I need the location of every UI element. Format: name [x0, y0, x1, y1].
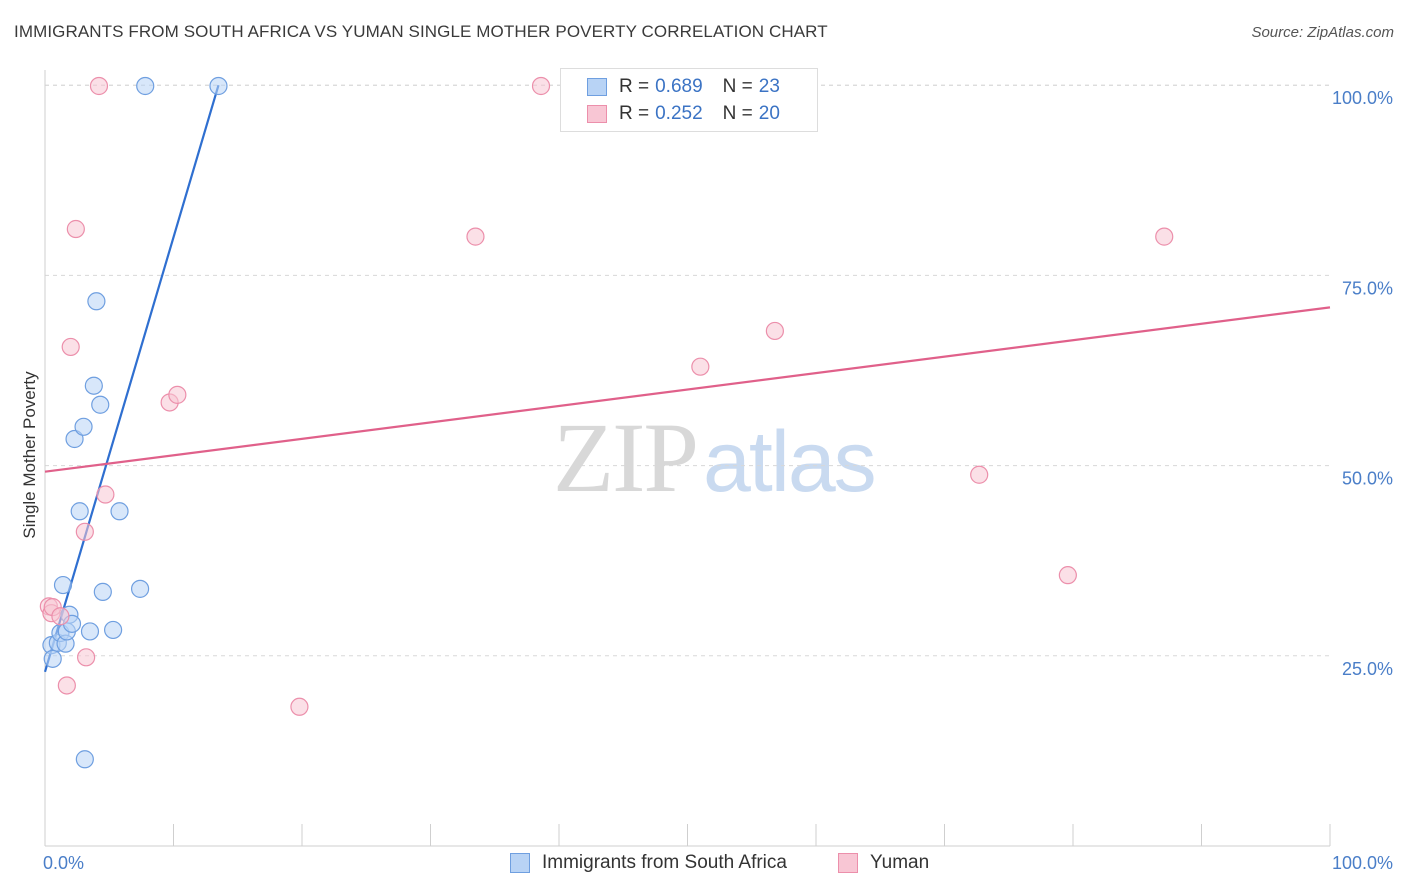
data-point-yuman [61, 337, 80, 357]
legend-r-label: R = [619, 103, 650, 124]
data-point-south-africa [136, 76, 155, 96]
legend-row-south-africa: R = 0.689 N = 23 [587, 75, 780, 99]
legend-n-label: N = [722, 103, 753, 124]
data-point-yuman [77, 648, 96, 667]
data-point-yuman [765, 321, 784, 341]
data-point-south-africa [43, 649, 62, 668]
data-point-south-africa [65, 429, 84, 449]
trend-line-yuman [44, 306, 1331, 473]
y-axis-label: Single Mother Poverty [20, 371, 39, 539]
data-point-yuman [75, 522, 94, 541]
legend-label: Yuman [870, 852, 930, 873]
legend-swatch-pink [587, 105, 607, 123]
y-tick-label: 25.0% [1342, 659, 1393, 679]
grid-layer [45, 84, 1330, 657]
x-tick-label: 0.0% [43, 853, 84, 873]
legend-n-value: 20 [758, 103, 780, 124]
data-point-south-africa [209, 76, 228, 96]
data-point-yuman [89, 76, 109, 96]
data-point-yuman [290, 697, 309, 716]
data-point-yuman [1058, 566, 1077, 585]
data-point-south-africa [110, 502, 129, 521]
data-point-south-africa [87, 292, 106, 311]
data-point-south-africa [84, 376, 103, 395]
data-point-yuman [970, 465, 989, 484]
data-point-yuman [531, 76, 551, 96]
trend-line-south-africa [43, 84, 220, 673]
legend-n-label: N = [722, 76, 753, 97]
legend-r-value: 0.689 [655, 76, 703, 97]
watermark-atlas: atlas [703, 414, 877, 510]
data-point-yuman [96, 485, 115, 504]
chart-title: IMMIGRANTS FROM SOUTH AFRICA VS YUMAN SI… [14, 22, 828, 41]
legend-n-value: 23 [758, 76, 780, 97]
legend-item-yuman[interactable]: Yuman [838, 852, 929, 874]
data-point-south-africa [70, 502, 89, 521]
data-point-south-africa [80, 622, 100, 641]
source-credit: Source: ZipAtlas.com [1251, 24, 1394, 41]
legend-label: Immigrants from South Africa [542, 852, 787, 873]
data-point-south-africa [91, 395, 110, 414]
data-point-yuman [66, 219, 85, 239]
x-tick-label: 100.0% [1332, 853, 1393, 873]
data-point-yuman [57, 676, 76, 695]
legend-swatch-pink [838, 853, 858, 873]
data-point-south-africa [104, 620, 123, 640]
data-point-yuman [691, 357, 710, 376]
legend-r-label: R = [619, 76, 650, 97]
stats-legend: R = 0.689 N = 23 R = 0.252 N = 20 [560, 68, 818, 132]
watermark-zip: ZIP [553, 402, 699, 513]
data-point-south-africa [75, 750, 94, 769]
data-point-yuman [51, 607, 70, 626]
data-point-yuman [466, 227, 485, 246]
points-layer [39, 76, 1174, 769]
legend-r-value: 0.252 [655, 103, 703, 124]
watermark: ZIPatlas [553, 400, 877, 515]
legend-row-yuman: R = 0.252 N = 20 [587, 102, 780, 126]
axis-layer: 25.0% 50.0% 75.0% 100.0% 0.0% 100.0% [43, 70, 1393, 873]
data-point-south-africa [130, 579, 150, 598]
data-point-yuman [168, 385, 187, 404]
data-point-south-africa [93, 582, 112, 601]
data-point-yuman [1155, 227, 1174, 246]
legend-item-south-africa[interactable]: Immigrants from South Africa [510, 852, 787, 874]
series-legend: Immigrants from South Africa Yuman [0, 852, 1406, 878]
y-tick-label: 75.0% [1342, 278, 1393, 298]
y-tick-label: 50.0% [1342, 469, 1393, 489]
legend-swatch-blue [510, 853, 530, 873]
y-tick-label: 100.0% [1332, 88, 1393, 108]
data-point-south-africa [53, 575, 73, 595]
trend-layer [43, 84, 1331, 673]
legend-swatch-blue [587, 78, 607, 96]
data-point-south-africa [74, 417, 93, 436]
